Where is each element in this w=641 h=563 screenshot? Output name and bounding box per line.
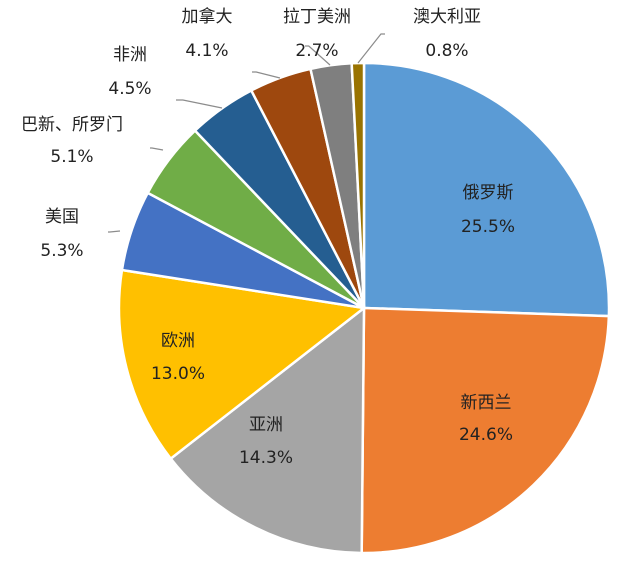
leader-line-9 — [357, 33, 385, 64]
slice-value-label-8: 2.7% — [295, 41, 338, 61]
slice-value-label-3: 13.0% — [151, 364, 205, 384]
slice-label-7: 加拿大 — [182, 6, 233, 27]
slice-value-label-7: 4.1% — [185, 41, 228, 61]
slice-label-8: 拉丁美洲 — [283, 7, 351, 27]
leader-line-5 — [150, 147, 164, 151]
slice-labels: 俄罗斯 25.5% 新西兰 24.6% 亚洲 14.3% 欧洲 13.0% 美国 5.3% 巴新、所… — [21, 6, 515, 468]
slice-value-label-6: 4.5% — [108, 79, 151, 99]
leader-line-8 — [305, 45, 331, 66]
slice-label-3: 欧洲 — [161, 331, 195, 351]
leader-line-6 — [176, 99, 223, 109]
slice-label-4: 美国 — [45, 207, 79, 227]
slice-value-label-9: 0.8% — [425, 41, 468, 61]
slice-value-label-5: 5.1% — [50, 147, 93, 167]
pie-slice-0 — [362, 61, 611, 318]
slice-label-2: 亚洲 — [249, 415, 283, 435]
pie-slices — [117, 61, 611, 555]
slice-label-5: 巴新、所罗门 — [21, 115, 123, 135]
leader-line-7 — [252, 71, 281, 79]
pie-slice-1 — [360, 306, 611, 555]
slice-label-1: 新西兰 — [461, 393, 512, 413]
slice-value-label-1: 24.6% — [459, 425, 513, 445]
pie-slice-2 — [168, 305, 366, 555]
leader-line-4 — [108, 230, 121, 233]
slice-value-label-2: 14.3% — [239, 448, 293, 468]
leader-lines — [108, 33, 385, 233]
pie-slice-3 — [117, 268, 368, 461]
slice-label-6: 非洲 — [113, 45, 147, 65]
slice-value-label-4: 5.3% — [40, 241, 83, 261]
pie-slice-9 — [350, 61, 366, 309]
slice-label-0: 俄罗斯 — [463, 183, 514, 203]
slice-value-label-0: 25.5% — [461, 217, 515, 237]
slice-label-9: 澳大利亚 — [413, 7, 481, 27]
